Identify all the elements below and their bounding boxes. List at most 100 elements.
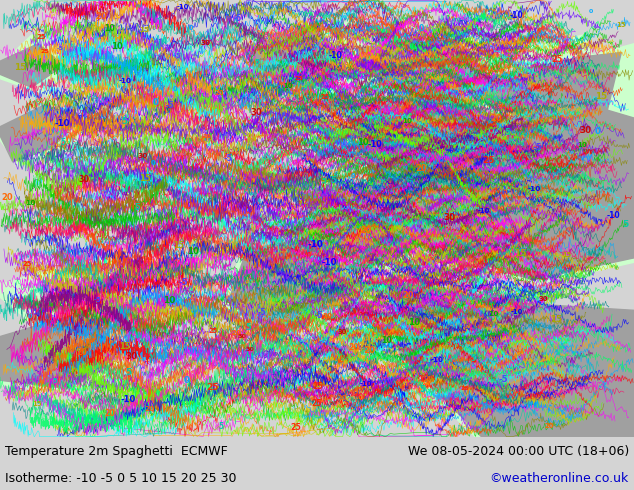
Text: -10: -10 xyxy=(527,186,541,192)
Text: 20: 20 xyxy=(416,164,427,173)
Text: 0: 0 xyxy=(173,86,178,92)
Text: We 08-05-2024 00:00 UTC (18+06): We 08-05-2024 00:00 UTC (18+06) xyxy=(408,445,629,458)
Polygon shape xyxy=(0,310,120,389)
Text: 25: 25 xyxy=(321,94,330,100)
Text: -10: -10 xyxy=(121,395,136,404)
Text: -10: -10 xyxy=(329,50,343,60)
Text: 5: 5 xyxy=(126,368,132,377)
Text: -10: -10 xyxy=(359,381,372,387)
Text: 5: 5 xyxy=(504,128,510,137)
Text: 15: 15 xyxy=(562,251,571,258)
Text: 20: 20 xyxy=(215,90,224,97)
Polygon shape xyxy=(222,241,368,341)
Text: 20: 20 xyxy=(231,330,241,336)
Polygon shape xyxy=(0,315,127,393)
Text: 25: 25 xyxy=(290,422,301,432)
Text: -5: -5 xyxy=(533,143,542,152)
Text: 30: 30 xyxy=(580,126,592,135)
Text: -5: -5 xyxy=(56,46,63,51)
Polygon shape xyxy=(304,179,444,267)
Text: 20: 20 xyxy=(403,291,414,300)
Text: 5: 5 xyxy=(134,203,140,212)
Text: 0: 0 xyxy=(418,24,424,33)
Polygon shape xyxy=(241,22,380,96)
Polygon shape xyxy=(304,184,456,271)
Text: 10: 10 xyxy=(578,142,587,148)
Text: -10: -10 xyxy=(478,208,490,214)
Polygon shape xyxy=(456,52,621,131)
Text: -10: -10 xyxy=(430,357,443,363)
Text: 15: 15 xyxy=(173,241,184,249)
Text: 25: 25 xyxy=(37,34,46,40)
Text: -5: -5 xyxy=(499,375,508,384)
Text: 30: 30 xyxy=(125,352,137,361)
Text: 15: 15 xyxy=(14,63,27,72)
Text: -5: -5 xyxy=(224,154,233,163)
Polygon shape xyxy=(0,253,158,323)
Text: -5: -5 xyxy=(165,101,174,110)
Text: 25: 25 xyxy=(22,261,32,267)
Text: 15: 15 xyxy=(120,342,131,350)
Polygon shape xyxy=(387,280,634,437)
Text: 30: 30 xyxy=(200,40,210,46)
Text: -10: -10 xyxy=(510,11,524,20)
Text: 20: 20 xyxy=(545,423,553,429)
Text: -5: -5 xyxy=(234,14,242,23)
Text: 30: 30 xyxy=(338,329,347,335)
Text: 10: 10 xyxy=(186,247,198,256)
Text: 10: 10 xyxy=(111,42,123,51)
Text: 20: 20 xyxy=(322,313,332,319)
Text: 20: 20 xyxy=(363,346,375,355)
Text: 20: 20 xyxy=(96,12,108,21)
Text: 0: 0 xyxy=(183,376,190,385)
Text: 25: 25 xyxy=(552,55,563,64)
Text: 10: 10 xyxy=(381,336,392,344)
Text: 0: 0 xyxy=(454,90,459,96)
Text: 20: 20 xyxy=(202,134,211,140)
Polygon shape xyxy=(355,39,495,100)
Text: 5: 5 xyxy=(255,59,260,65)
Text: 5: 5 xyxy=(245,323,250,332)
Text: 25: 25 xyxy=(311,399,322,408)
Text: 15: 15 xyxy=(616,22,626,27)
Text: -5: -5 xyxy=(257,308,266,317)
Text: 25: 25 xyxy=(460,386,469,391)
Text: 0: 0 xyxy=(589,9,593,14)
Text: 30: 30 xyxy=(539,296,548,302)
Polygon shape xyxy=(355,92,634,280)
Text: 10: 10 xyxy=(403,118,412,123)
Text: 30: 30 xyxy=(78,174,89,184)
Text: 20: 20 xyxy=(104,409,115,418)
Text: -10: -10 xyxy=(119,78,132,84)
Text: 10: 10 xyxy=(25,199,36,206)
Polygon shape xyxy=(0,35,76,96)
Text: 30: 30 xyxy=(138,153,148,159)
Text: 5: 5 xyxy=(61,138,66,147)
Text: 30: 30 xyxy=(250,108,262,117)
Text: 25: 25 xyxy=(206,383,218,392)
Polygon shape xyxy=(456,44,634,131)
Text: 10: 10 xyxy=(283,83,292,89)
Text: 10: 10 xyxy=(104,24,115,32)
Text: 25: 25 xyxy=(482,156,495,165)
Text: 20: 20 xyxy=(77,348,87,357)
Text: 0: 0 xyxy=(595,127,600,136)
Text: 5: 5 xyxy=(330,176,336,185)
Text: ©weatheronline.co.uk: ©weatheronline.co.uk xyxy=(489,472,629,485)
Polygon shape xyxy=(241,26,349,92)
Text: 5: 5 xyxy=(470,354,476,363)
Text: -5: -5 xyxy=(178,278,188,287)
Polygon shape xyxy=(349,35,507,105)
Text: 5: 5 xyxy=(53,378,58,384)
Text: 25: 25 xyxy=(313,382,323,391)
Text: 5: 5 xyxy=(493,357,498,363)
Text: 0: 0 xyxy=(189,25,193,31)
Text: -5: -5 xyxy=(174,53,181,59)
Text: -10: -10 xyxy=(510,309,522,315)
Text: 5: 5 xyxy=(121,118,127,126)
Text: 15: 15 xyxy=(514,248,526,258)
Text: 10: 10 xyxy=(488,311,498,318)
Text: Temperature 2m Spaghetti  ECMWF: Temperature 2m Spaghetti ECMWF xyxy=(5,445,228,458)
Text: 0: 0 xyxy=(28,314,32,319)
Polygon shape xyxy=(380,284,634,437)
